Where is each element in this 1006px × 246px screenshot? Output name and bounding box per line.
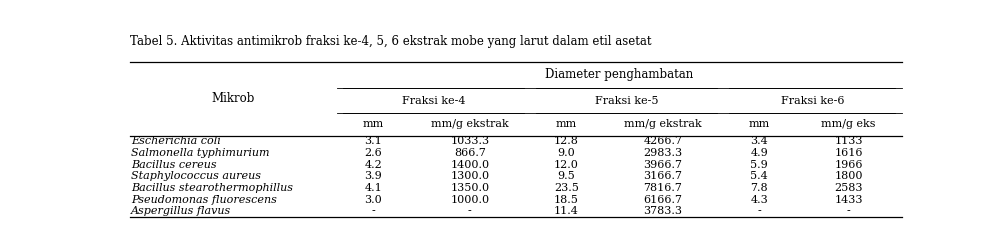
Text: Tabel 5. Aktivitas antimikrob fraksi ke-4, 5, 6 ekstrak mobe yang larut dalam et: Tabel 5. Aktivitas antimikrob fraksi ke-… xyxy=(130,35,651,48)
Text: 1433: 1433 xyxy=(834,195,863,205)
Text: 3783.3: 3783.3 xyxy=(643,206,682,216)
Text: 5.9: 5.9 xyxy=(750,160,768,170)
Text: 2983.3: 2983.3 xyxy=(643,148,682,158)
Text: 11.4: 11.4 xyxy=(553,206,578,216)
Text: 1133: 1133 xyxy=(834,137,863,146)
Text: 12.8: 12.8 xyxy=(553,137,578,146)
Text: 2.6: 2.6 xyxy=(364,148,382,158)
Text: 18.5: 18.5 xyxy=(553,195,578,205)
Text: 5.4: 5.4 xyxy=(750,171,768,181)
Text: 3.9: 3.9 xyxy=(364,171,382,181)
Text: 3966.7: 3966.7 xyxy=(643,160,682,170)
Text: Fraksi ke-6: Fraksi ke-6 xyxy=(781,95,844,106)
Text: 3.0: 3.0 xyxy=(364,195,382,205)
Text: 23.5: 23.5 xyxy=(553,183,578,193)
Text: -: - xyxy=(758,206,762,216)
Text: Bacillus cereus: Bacillus cereus xyxy=(131,160,217,170)
Text: Escherichia coli: Escherichia coli xyxy=(131,137,221,146)
Text: -: - xyxy=(468,206,472,216)
Text: -: - xyxy=(847,206,850,216)
Text: 7816.7: 7816.7 xyxy=(643,183,682,193)
Text: Mikrob: Mikrob xyxy=(211,92,256,105)
Text: Bacillus stearothermophillus: Bacillus stearothermophillus xyxy=(131,183,293,193)
Text: 4.9: 4.9 xyxy=(750,148,768,158)
Text: mm: mm xyxy=(555,119,576,129)
Text: 4.3: 4.3 xyxy=(750,195,768,205)
Text: 3.1: 3.1 xyxy=(364,137,382,146)
Text: 4.1: 4.1 xyxy=(364,183,382,193)
Text: Fraksi ke-5: Fraksi ke-5 xyxy=(595,95,658,106)
Text: 9.5: 9.5 xyxy=(557,171,575,181)
Text: Aspergillus flavus: Aspergillus flavus xyxy=(131,206,231,216)
Text: 1350.0: 1350.0 xyxy=(450,183,489,193)
Text: 1000.0: 1000.0 xyxy=(450,195,489,205)
Text: 4266.7: 4266.7 xyxy=(643,137,682,146)
Text: mm: mm xyxy=(362,119,384,129)
Text: Fraksi ke-4: Fraksi ke-4 xyxy=(401,95,466,106)
Text: mm/g ekstrak: mm/g ekstrak xyxy=(624,119,701,129)
Text: 12.0: 12.0 xyxy=(553,160,578,170)
Text: 6166.7: 6166.7 xyxy=(643,195,682,205)
Text: 9.0: 9.0 xyxy=(557,148,575,158)
Text: 3166.7: 3166.7 xyxy=(643,171,682,181)
Text: Pseudomonas fluorescens: Pseudomonas fluorescens xyxy=(131,195,277,205)
Text: mm/g eks: mm/g eks xyxy=(821,119,875,129)
Text: 1616: 1616 xyxy=(834,148,863,158)
Text: 7.8: 7.8 xyxy=(750,183,768,193)
Text: 3.4: 3.4 xyxy=(750,137,768,146)
Text: 1966: 1966 xyxy=(834,160,863,170)
Text: -: - xyxy=(371,206,375,216)
Text: Salmonella typhimurium: Salmonella typhimurium xyxy=(131,148,270,158)
Text: 4.2: 4.2 xyxy=(364,160,382,170)
Text: 2583: 2583 xyxy=(834,183,863,193)
Text: 866.7: 866.7 xyxy=(454,148,486,158)
Text: mm/g ekstrak: mm/g ekstrak xyxy=(431,119,509,129)
Text: Diameter penghambatan: Diameter penghambatan xyxy=(545,68,693,81)
Text: mm: mm xyxy=(748,119,770,129)
Text: 1400.0: 1400.0 xyxy=(450,160,489,170)
Text: 1800: 1800 xyxy=(834,171,863,181)
Text: Staphylococcus aureus: Staphylococcus aureus xyxy=(131,171,262,181)
Text: 1033.3: 1033.3 xyxy=(450,137,489,146)
Text: 1300.0: 1300.0 xyxy=(450,171,489,181)
